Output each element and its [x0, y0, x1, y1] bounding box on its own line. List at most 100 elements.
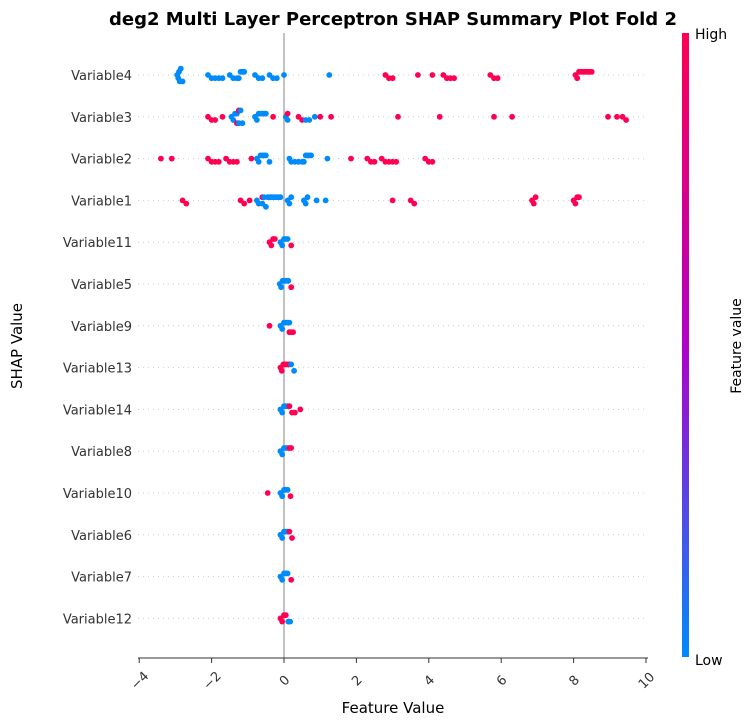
shap-point — [395, 113, 401, 120]
shap-point — [429, 72, 436, 78]
feature-labels: Variable4 Variable3 Variable2 Variable1 Vari… — [63, 69, 132, 627]
shap-point — [248, 155, 255, 162]
shap-point — [279, 326, 286, 332]
y-axis-label: SHAP Value — [8, 303, 26, 389]
shap-point — [263, 203, 269, 210]
shap-point — [279, 618, 286, 625]
x-tick-label: 10 — [636, 670, 658, 692]
shap-point — [286, 200, 293, 207]
feature-label: Variable7 — [71, 571, 132, 586]
shap-point — [273, 75, 280, 82]
shap-point — [246, 197, 253, 204]
shap-point — [389, 75, 396, 82]
shap-point — [264, 490, 271, 496]
x-axis-label: Feature Value — [342, 699, 445, 717]
shap-point — [235, 75, 242, 82]
shap-point — [279, 493, 286, 500]
feature-label: Variable1 — [71, 194, 132, 209]
shap-point — [268, 242, 275, 249]
shap-point — [532, 194, 539, 201]
shap-point — [255, 158, 262, 165]
shap-point — [494, 75, 501, 82]
shap-point — [287, 618, 294, 625]
x-tick-label: 6 — [494, 673, 510, 689]
shap-point — [278, 284, 284, 291]
shap-point — [270, 113, 276, 120]
shap-point — [491, 113, 497, 120]
shap-point — [288, 194, 295, 201]
shap-point — [311, 113, 318, 120]
shap-point — [324, 155, 331, 162]
shap-point — [179, 78, 186, 85]
shap-point — [451, 75, 457, 82]
shap-point — [288, 361, 295, 368]
x-tick-label: 4 — [422, 673, 438, 689]
feature-label: Variable8 — [71, 445, 132, 460]
feature-label: Variable10 — [63, 487, 132, 502]
shap-point — [415, 72, 421, 78]
shap-point — [279, 535, 286, 541]
shap-point — [576, 194, 582, 201]
shap-point — [288, 284, 295, 291]
shap-point — [212, 117, 219, 123]
shap-point — [259, 75, 266, 82]
shap-point — [322, 197, 329, 204]
feature-label: Variable6 — [71, 529, 132, 544]
shap-point — [277, 194, 284, 201]
shap-point — [326, 72, 333, 78]
shap-point — [263, 110, 269, 117]
shap-point — [304, 194, 311, 201]
shap-point — [284, 486, 291, 493]
shap-point — [279, 409, 286, 416]
shap-point — [530, 200, 537, 207]
shap-point — [284, 236, 291, 242]
shap-point — [289, 535, 295, 541]
shap-point — [614, 113, 620, 120]
x-tick-label: 2 — [349, 673, 365, 689]
feature-label: Variable5 — [71, 278, 132, 293]
shap-point — [282, 612, 289, 619]
shap-point — [605, 113, 611, 120]
shap-point — [623, 117, 629, 123]
shap-point — [411, 200, 418, 207]
x-tick-label: 8 — [566, 673, 582, 689]
shap-point — [272, 236, 278, 242]
shap-point — [292, 409, 298, 416]
x-tick-label: −4 — [128, 669, 152, 693]
shap-point — [302, 200, 309, 207]
shap-point — [348, 155, 354, 162]
shap-point — [281, 72, 287, 78]
colorbar — [682, 33, 689, 657]
shap-point — [234, 158, 240, 165]
shap-point — [291, 367, 297, 374]
shap-point — [301, 158, 307, 165]
shap-point — [239, 120, 246, 127]
shap-point — [168, 155, 175, 162]
shap-point — [509, 113, 515, 120]
shap-point — [254, 117, 260, 123]
feature-label: Variable4 — [71, 69, 132, 84]
shap-point — [237, 107, 244, 114]
feature-label: Variable9 — [71, 320, 132, 335]
shap-point — [313, 197, 320, 204]
shap-point — [286, 528, 293, 535]
shap-point — [278, 367, 285, 374]
shap-point — [389, 197, 396, 204]
shap-point — [285, 277, 292, 284]
colorbar-title: Feature value — [729, 298, 745, 394]
feature-label: Variable14 — [63, 403, 132, 418]
feature-label: Variable12 — [63, 612, 132, 627]
shap-point — [284, 110, 291, 117]
shap-point — [290, 329, 296, 336]
shap-point — [286, 319, 293, 326]
shap-point — [279, 451, 286, 458]
shap-point — [219, 113, 226, 120]
shap-point — [288, 445, 295, 451]
shap-point — [241, 200, 248, 207]
shap-point — [284, 570, 291, 577]
shap-point — [588, 68, 595, 75]
shap-point — [297, 406, 304, 413]
x-tick-label: −2 — [201, 669, 225, 693]
shap-point — [328, 113, 334, 120]
